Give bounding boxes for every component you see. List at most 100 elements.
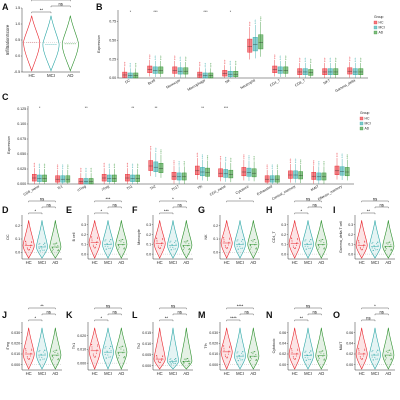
outlier-point <box>354 59 356 61</box>
comparison-bracket <box>94 319 109 322</box>
outlier-point <box>220 157 222 159</box>
y-tick-label: 0.0 <box>348 252 353 256</box>
significance-label: * <box>101 208 103 213</box>
data-point <box>169 361 171 363</box>
x-tick-label: AD <box>318 371 324 376</box>
significance-label: *** <box>164 208 169 213</box>
box-hc <box>218 168 223 178</box>
outlier-point <box>80 167 82 170</box>
box-mci <box>200 167 205 177</box>
significance-label: * <box>172 196 174 201</box>
outlier-point <box>57 166 59 168</box>
outlier-point <box>299 59 301 61</box>
violin-ad <box>180 220 193 259</box>
significance-label: ns <box>366 315 370 320</box>
box-mci <box>223 169 228 178</box>
x-tick-label: nTreg <box>77 184 87 192</box>
x-tick-label: CD4_T <box>269 78 282 88</box>
data-point <box>223 239 225 241</box>
data-point <box>297 348 299 350</box>
box-hc <box>297 68 303 75</box>
outlier-point <box>300 161 302 163</box>
y-tick-label: 0.1 <box>348 243 353 247</box>
data-point <box>160 359 162 361</box>
data-point <box>250 358 252 360</box>
outlier-point <box>324 57 326 59</box>
axis-lines <box>21 8 80 73</box>
data-point <box>52 350 54 352</box>
data-point <box>223 349 225 351</box>
data-point <box>229 347 231 349</box>
data-point <box>52 243 54 245</box>
data-point <box>162 238 164 240</box>
data-point <box>52 248 54 250</box>
box-mci <box>130 174 135 182</box>
box-hc <box>264 175 270 183</box>
outlier-point <box>335 60 337 63</box>
data-point <box>249 359 251 362</box>
outlier-point <box>57 167 59 169</box>
outlier-point <box>185 58 187 60</box>
outlier-point <box>346 157 348 159</box>
data-point <box>237 360 240 362</box>
outlier-point <box>80 169 82 171</box>
box-mci <box>152 66 158 74</box>
outlier-point <box>300 159 302 161</box>
data-point <box>157 360 159 362</box>
legend-swatch <box>373 30 378 35</box>
data-point <box>323 248 325 250</box>
data-point <box>94 356 96 358</box>
outlier-point <box>304 60 306 63</box>
outlier-point <box>67 167 69 169</box>
x-tick-label: AD <box>250 260 256 265</box>
data-point <box>120 239 122 241</box>
outlier-point <box>154 58 156 60</box>
data-point <box>390 352 392 354</box>
y-tick-label: 0.000 <box>77 361 86 365</box>
data-point <box>358 350 360 352</box>
box-ad <box>65 175 71 183</box>
outlier-point <box>285 57 287 59</box>
outlier-point <box>62 166 64 168</box>
outlier-point <box>266 164 268 166</box>
box-hc <box>311 172 317 180</box>
violin-ad <box>115 220 128 259</box>
box-mci <box>277 66 283 74</box>
data-point <box>54 351 56 354</box>
outlier-point <box>174 57 176 59</box>
data-point <box>387 351 389 354</box>
outlier-point <box>310 60 312 62</box>
data-point <box>26 247 28 249</box>
outlier-point <box>346 156 348 158</box>
significance-label: ns <box>177 202 181 207</box>
data-point <box>373 353 375 355</box>
box-ad <box>88 178 94 185</box>
data-point <box>320 239 322 241</box>
outlier-point <box>304 57 306 59</box>
data-point <box>29 246 31 248</box>
data-point <box>228 350 230 352</box>
x-tick-label: AD <box>118 371 124 376</box>
data-point <box>104 240 106 242</box>
data-point <box>39 359 42 361</box>
data-point <box>291 348 293 350</box>
data-point <box>372 241 374 243</box>
data-point <box>117 248 119 250</box>
data-point <box>117 353 119 355</box>
y-tick-label: 0.2 <box>15 224 20 228</box>
significance-label: ns <box>312 309 316 314</box>
outlier-point <box>179 59 181 62</box>
outlier-point <box>329 57 331 59</box>
y-tick-label: 0.025 <box>17 167 26 171</box>
data-point <box>223 237 225 239</box>
violin-mci <box>42 15 60 72</box>
y-axis-label: Monocyte <box>137 229 141 245</box>
outlier-point <box>33 164 35 166</box>
y-tick-label: 0.1 <box>146 243 151 247</box>
outlier-point <box>274 54 276 56</box>
panel-letter: J <box>2 310 7 320</box>
data-point <box>44 245 46 247</box>
box-hc <box>171 172 177 180</box>
panel-letter: H <box>266 205 273 215</box>
